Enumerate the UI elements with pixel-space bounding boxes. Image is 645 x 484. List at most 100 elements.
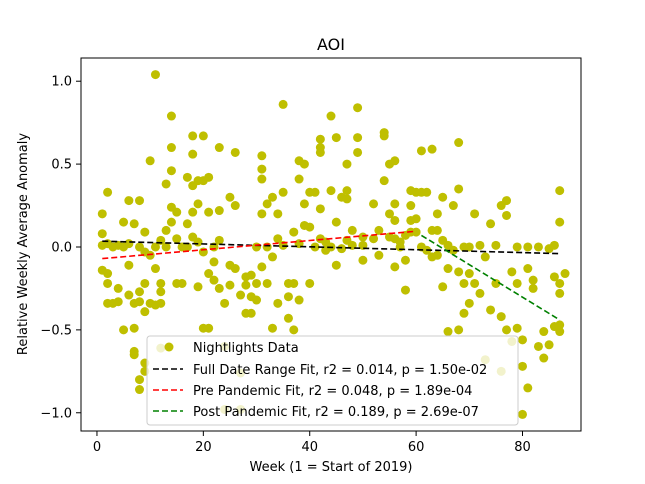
legend-label-pre-pandemic-fit: Pre Pandemic Fit, r2 = 0.048, p = 1.89e-… [193, 384, 472, 399]
data-point [267, 192, 277, 202]
data-point [475, 288, 485, 298]
data-point [353, 147, 363, 157]
data-point [496, 312, 506, 322]
data-point [459, 278, 469, 288]
data-point [544, 340, 554, 350]
post-pandemic-fit-line [421, 234, 561, 321]
data-point [135, 287, 145, 297]
data-point [204, 323, 214, 333]
data-point [374, 250, 384, 260]
data-point [443, 327, 453, 337]
data-point [278, 99, 288, 109]
data-point [177, 278, 187, 288]
x-tick-label: 80 [514, 440, 531, 455]
data-point [156, 287, 166, 297]
data-point [182, 172, 192, 182]
data-point [204, 207, 214, 217]
data-point [161, 242, 171, 252]
data-point [129, 350, 139, 360]
data-point [166, 143, 176, 153]
data-point [353, 103, 363, 113]
data-point [129, 323, 139, 333]
y-tick-label: 0.0 [51, 240, 72, 255]
data-point [103, 278, 113, 288]
plot-frame [80, 57, 582, 432]
x-tick-label: 20 [195, 440, 212, 455]
data-point [172, 234, 182, 244]
legend: Nightlights Data Full Date Range Fit, r2… [146, 335, 519, 426]
data-point [459, 308, 469, 318]
data-point [464, 269, 474, 279]
data-point [549, 240, 559, 250]
y-tick-label: −0.5 [40, 323, 72, 338]
data-point [305, 278, 315, 288]
data-point [523, 264, 533, 274]
data-point [432, 225, 442, 235]
data-point [145, 250, 155, 260]
data-point [470, 278, 480, 288]
pre-pandemic-fit-line [102, 230, 417, 260]
data-point [342, 159, 352, 169]
data-point [166, 111, 176, 121]
data-point [124, 239, 134, 249]
data-point [555, 327, 565, 337]
data-point [156, 298, 166, 308]
data-point [294, 295, 304, 305]
data-point [385, 209, 395, 219]
data-point [103, 269, 113, 279]
data-point [454, 267, 464, 277]
legend-label-post-pandemic-fit: Post Pandemic Fit, r2 = 0.189, p = 2.69e… [193, 405, 479, 420]
data-point [539, 327, 549, 337]
axis-ticks: 0 20 40 60 80 −1.0 −0.5 0.0 0.5 1.0 [40, 75, 530, 455]
data-point [432, 250, 442, 260]
data-point [305, 222, 315, 232]
data-point [257, 174, 267, 184]
data-point [214, 235, 224, 245]
data-point [273, 209, 283, 219]
data-point [454, 325, 464, 335]
data-point [225, 192, 235, 202]
data-point [369, 234, 379, 244]
data-point [214, 283, 224, 293]
data-point [113, 297, 123, 307]
data-point [379, 176, 389, 186]
data-point [400, 255, 410, 265]
data-point [299, 159, 309, 169]
data-point [454, 138, 464, 148]
data-point [523, 383, 533, 393]
data-point [342, 186, 352, 196]
data-point [507, 267, 517, 277]
legend-marker-nightlights [164, 342, 174, 352]
data-point [209, 275, 219, 285]
data-point [193, 199, 203, 209]
data-point [166, 166, 176, 176]
data-point [406, 201, 416, 211]
data-point [150, 70, 160, 80]
data-point [113, 283, 123, 293]
data-point [145, 156, 155, 166]
data-point [246, 308, 256, 318]
data-point [193, 282, 203, 292]
data-point [204, 172, 214, 182]
data-point [156, 278, 166, 288]
data-point [555, 320, 565, 330]
y-tick-label: 0.5 [51, 158, 72, 173]
data-point [517, 409, 527, 419]
data-point [267, 323, 277, 333]
data-point [209, 257, 219, 267]
data-point [135, 196, 145, 206]
data-point [315, 147, 325, 157]
data-point [214, 206, 224, 216]
data-point [528, 283, 538, 293]
data-point [267, 252, 277, 262]
data-point [140, 307, 150, 317]
data-point [294, 174, 304, 184]
data-point [289, 227, 299, 237]
data-point [486, 305, 496, 315]
data-point [150, 242, 160, 252]
data-point [523, 242, 533, 252]
data-point [533, 341, 543, 351]
data-point [241, 280, 251, 290]
x-tick-label: 0 [93, 440, 101, 455]
